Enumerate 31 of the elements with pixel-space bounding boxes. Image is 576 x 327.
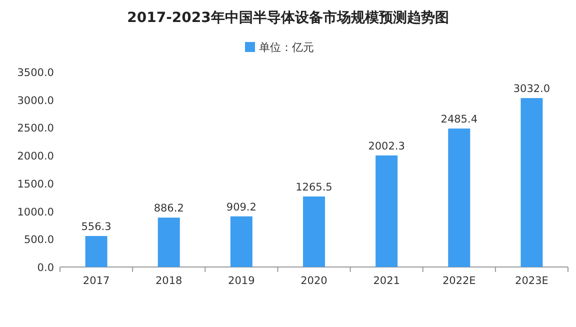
data-label: 886.2 (154, 202, 184, 215)
x-tick-label: 2019 (228, 275, 255, 287)
y-tick-label: 0.0 (37, 262, 54, 274)
bar (520, 98, 543, 267)
x-tick-label: 2021 (373, 275, 400, 287)
y-tick-label: 1000.0 (17, 206, 54, 218)
data-label: 3032.0 (513, 83, 550, 96)
y-tick-label: 3000.0 (17, 94, 54, 107)
bar (448, 128, 470, 267)
x-tick-label: 2018 (155, 275, 182, 287)
bar (85, 236, 108, 267)
chart-title: 2017-2023年中国半导体设备市场规模预测趋势图 (127, 9, 449, 26)
data-label: 1265.5 (296, 181, 332, 194)
bar (376, 155, 398, 267)
y-tick-label: 3500.0 (17, 67, 54, 79)
data-label: 2485.4 (440, 114, 478, 126)
bar (303, 196, 325, 267)
y-tick-label: 1500.0 (17, 178, 54, 190)
legend-label: 单位：亿元 (259, 41, 314, 54)
data-label: 909.2 (226, 201, 256, 214)
y-tick-label: 2000.0 (17, 150, 54, 163)
data-label: 556.3 (81, 221, 112, 234)
y-tick-label: 2500.0 (17, 122, 54, 135)
x-tick-label: 2022E (442, 275, 476, 287)
data-label: 2002.3 (368, 140, 405, 152)
bar (158, 218, 180, 267)
x-tick-label: 2023E (515, 275, 548, 287)
y-tick-label: 500.0 (24, 234, 54, 246)
bar (230, 216, 252, 267)
x-tick-label: 2020 (300, 275, 328, 287)
x-tick-label: 2017 (82, 275, 110, 287)
